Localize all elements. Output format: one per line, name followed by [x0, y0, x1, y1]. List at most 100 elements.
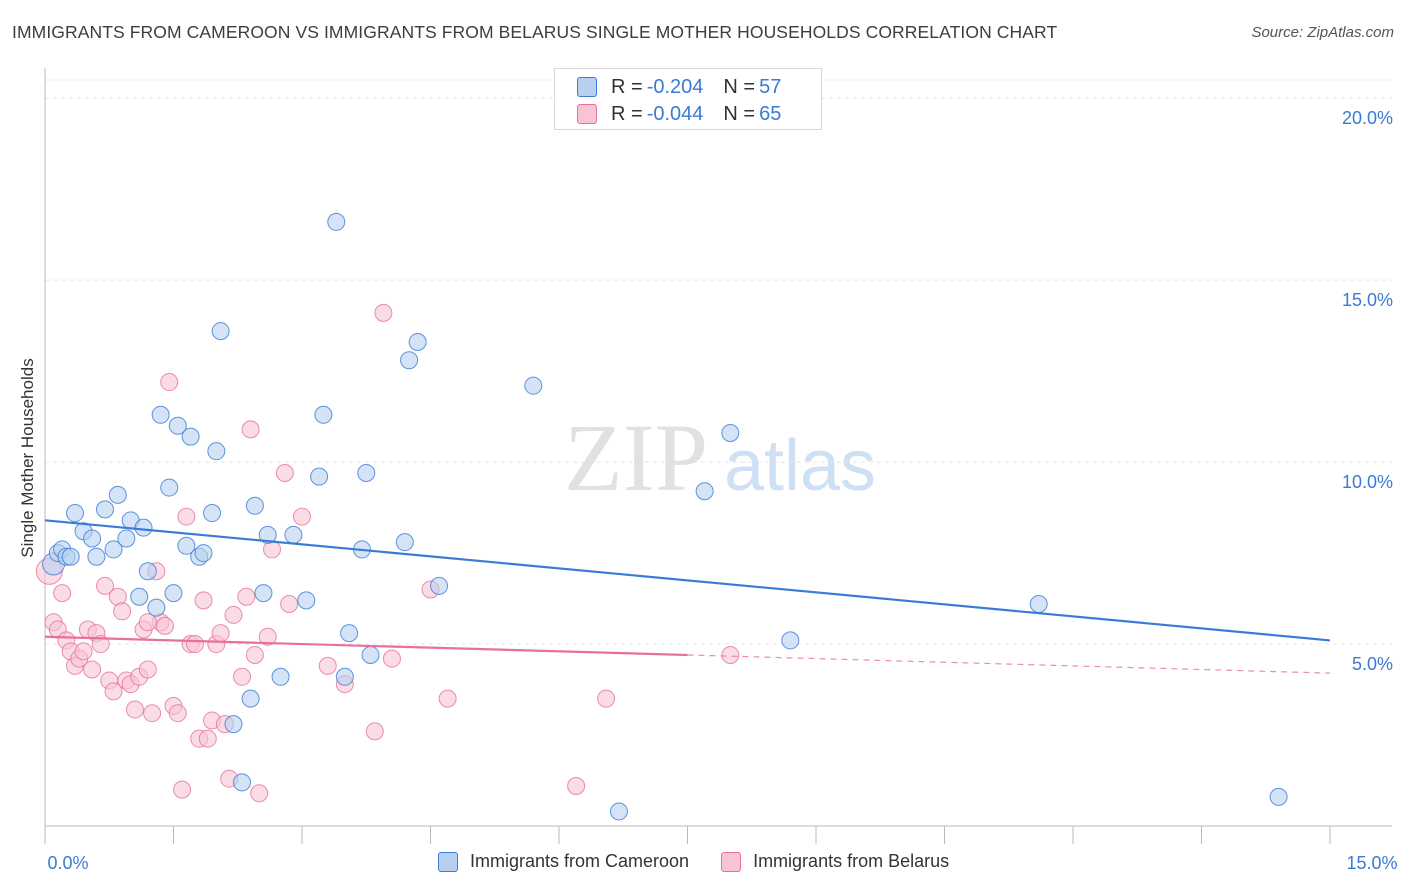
point-cameroon: [609, 802, 628, 821]
legend-swatch-cameroon: [577, 77, 597, 97]
point-cameroon: [258, 525, 277, 544]
legend-swatch-belarus: [721, 851, 742, 872]
point-cameroon: [310, 467, 329, 486]
point-belarus: [113, 602, 132, 621]
point-belarus: [185, 635, 204, 654]
legend-stats: R = -0.204 N = 57 R = -0.044 N = 65: [554, 68, 822, 130]
point-belarus: [245, 645, 264, 664]
point-cameroon: [138, 562, 157, 581]
source-label: Source: ZipAtlas.com: [1251, 24, 1394, 41]
point-cameroon: [695, 482, 714, 501]
legend-n-value: 65: [759, 102, 782, 125]
legend-r-value: -0.044: [646, 102, 704, 125]
point-belarus: [258, 627, 277, 646]
point-cameroon: [314, 405, 333, 424]
point-cameroon: [271, 667, 290, 686]
legend-n-label: N =: [723, 75, 756, 98]
point-cameroon: [160, 478, 179, 497]
trendline-cameroon: [44, 519, 1331, 642]
y-tick-label: 20.0%: [1342, 108, 1393, 128]
series-belarus-points: [35, 303, 740, 803]
point-cameroon: [327, 212, 346, 231]
x-tick-label-max: 15.0%: [1346, 853, 1397, 873]
point-belarus: [168, 704, 187, 723]
point-belarus: [237, 587, 256, 606]
point-cameroon: [781, 631, 800, 650]
point-cameroon: [87, 547, 106, 566]
point-cameroon: [211, 322, 230, 341]
point-cameroon: [194, 544, 213, 563]
point-cameroon: [224, 715, 243, 734]
point-belarus: [250, 784, 269, 803]
point-cameroon: [1029, 595, 1048, 614]
point-belarus: [95, 576, 114, 595]
point-belarus: [194, 591, 213, 610]
point-cameroon: [134, 518, 153, 537]
legend-item-cameroon: Immigrants from Cameroon: [438, 851, 689, 872]
trendlines: [44, 519, 1331, 674]
point-cameroon: [1269, 787, 1288, 806]
point-belarus: [83, 660, 102, 679]
watermark-atlas: atlas: [724, 426, 876, 506]
point-belarus: [104, 682, 123, 701]
point-belarus: [438, 689, 457, 708]
legend-n-value: 57: [759, 75, 782, 98]
gridlines: [45, 79, 1392, 645]
point-cameroon: [340, 624, 359, 643]
point-cameroon: [117, 529, 136, 548]
point-belarus: [211, 624, 230, 643]
point-belarus: [125, 700, 144, 719]
point-cameroon: [104, 540, 123, 559]
point-cameroon: [395, 533, 414, 552]
point-cameroon: [408, 333, 427, 352]
point-cameroon: [207, 442, 226, 461]
legend-label-belarus: Immigrants from Belarus: [753, 851, 950, 871]
trendline-belarus: [44, 635, 688, 657]
trendline-belarus-extrapolated: [687, 654, 1331, 674]
y-tick-label: 5.0%: [1352, 654, 1393, 674]
point-belarus: [567, 776, 586, 795]
point-belarus: [241, 420, 260, 439]
series-cameroon-points: [42, 212, 1288, 821]
point-belarus: [173, 780, 192, 799]
watermark-zip: ZIP: [564, 404, 708, 511]
point-cameroon: [168, 416, 187, 435]
point-cameroon: [164, 584, 183, 603]
point-belarus: [280, 595, 299, 614]
legend-row-cameroon: R = -0.204 N = 57: [577, 75, 781, 99]
point-belarus: [293, 507, 311, 526]
legend-r-value: -0.204: [646, 75, 704, 98]
chart-title: IMMIGRANTS FROM CAMEROON VS IMMIGRANTS F…: [12, 22, 1058, 42]
point-cameroon: [721, 423, 740, 442]
point-belarus: [224, 605, 243, 624]
point-belarus: [721, 645, 740, 664]
point-cameroon: [524, 376, 543, 395]
point-cameroon: [65, 504, 84, 523]
point-cameroon: [241, 689, 260, 708]
y-tick-labels: 5.0% 10.0% 15.0% 20.0%: [1342, 108, 1393, 674]
point-cameroon: [361, 645, 380, 664]
y-tick-label: 10.0%: [1342, 472, 1393, 492]
y-tick-label: 15.0%: [1342, 290, 1393, 310]
point-belarus: [374, 303, 393, 322]
point-belarus: [233, 667, 252, 686]
point-belarus: [138, 660, 157, 679]
legend-item-belarus: Immigrants from Belarus: [721, 851, 949, 872]
point-belarus: [138, 613, 157, 632]
point-cameroon: [233, 773, 252, 792]
point-cameroon: [95, 500, 114, 519]
point-cameroon: [61, 547, 80, 566]
point-belarus: [318, 656, 337, 675]
point-cameroon: [400, 351, 419, 370]
point-cameroon: [177, 536, 196, 555]
x-tick-label-min: 0.0%: [47, 853, 88, 873]
legend-r-label: R =: [611, 75, 643, 98]
point-belarus: [275, 464, 294, 483]
point-cameroon: [245, 496, 264, 515]
point-cameroon: [254, 584, 273, 603]
point-cameroon: [357, 464, 376, 483]
point-belarus: [155, 616, 174, 635]
legend-label-cameroon: Immigrants from Cameroon: [470, 851, 690, 871]
point-belarus: [143, 704, 162, 723]
